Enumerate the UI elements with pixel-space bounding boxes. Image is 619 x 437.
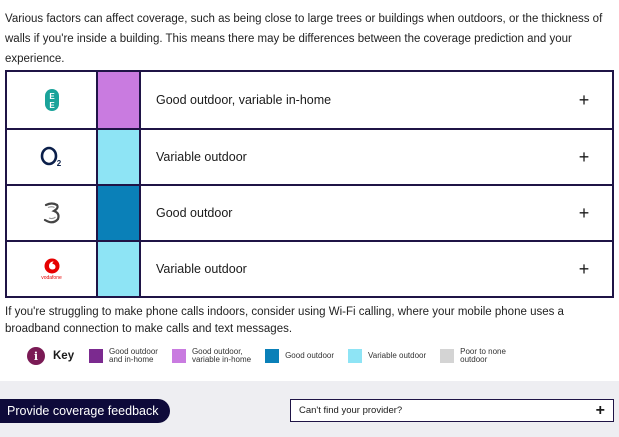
key-label: Variable outdoor [368,351,427,360]
coverage-swatch [98,130,141,184]
key-swatch [171,349,186,363]
svg-text:E: E [49,92,55,101]
coverage-label: Good outdoor, variable in-home [156,93,332,107]
o2-logo: 2 [7,130,98,184]
wifi-calling-text: If you're struggling to make phone calls… [5,306,564,335]
cant-find-provider-label: Can't find your provider? [299,405,403,416]
provider-row-vodafone[interactable]: vodafone Variable outdoor + [7,240,612,296]
key-label: Good outdoor and in-home [109,347,158,364]
svg-text:2: 2 [56,159,61,168]
expand-icon[interactable]: + [578,146,590,167]
vodafone-logo: vodafone [7,242,98,296]
provider-row-o2[interactable]: 2 Variable outdoor + [7,128,612,184]
provider-row-ee[interactable]: E E Good outdoor, variable in-home + [7,72,612,128]
key-swatch [440,349,455,363]
key-label: Good outdoor, variable in-home [191,347,252,364]
provider-row-three[interactable]: Good outdoor + [7,184,612,240]
key-label: Poor to none outdoor [460,347,506,364]
key-item-poor-to-none-outdoor: Poor to none outdoor [440,348,506,364]
provider-coverage-table: E E Good outdoor, variable in-home + 2 V… [5,70,614,298]
coverage-label: Good outdoor [156,206,233,220]
key-swatch [89,349,103,363]
coverage-key: i Key Good outdoor and in-home Good outdo… [27,345,520,367]
key-swatch [265,349,280,363]
coverage-label: Variable outdoor [156,150,247,164]
cant-find-provider-dropdown[interactable]: Can't find your provider? + [290,399,614,422]
provide-coverage-feedback-button[interactable]: Provide coverage feedback [0,399,171,423]
three-logo [7,186,98,240]
plus-icon: + [595,401,605,419]
coverage-label: Variable outdoor [156,262,247,276]
expand-icon[interactable]: + [578,258,590,279]
key-item-good-outdoor: Good outdoor [265,349,334,363]
key-label: Good outdoor [285,351,335,360]
footer-bar: Provide coverage feedback Can't find you… [0,381,619,437]
key-title: Key [53,350,75,362]
key-item-variable-outdoor: Variable outdoor [348,349,426,363]
info-icon[interactable]: i [27,347,45,365]
vodafone-logo-text: vodafone [41,274,62,281]
expand-icon[interactable]: + [578,89,590,110]
key-item-good-outdoor-variable-in-home: Good outdoor, variable in-home [171,347,252,364]
coverage-swatch [98,186,141,240]
ee-logo: E E [7,72,98,128]
coverage-swatch [98,72,141,128]
svg-text:E: E [49,101,55,110]
key-swatch [348,349,363,363]
coverage-swatch [98,242,141,296]
expand-icon[interactable]: + [578,202,590,223]
key-item-good-outdoor-in-home: Good outdoor and in-home [89,348,158,364]
coverage-intro-text: Various factors can affect coverage, suc… [5,13,603,65]
